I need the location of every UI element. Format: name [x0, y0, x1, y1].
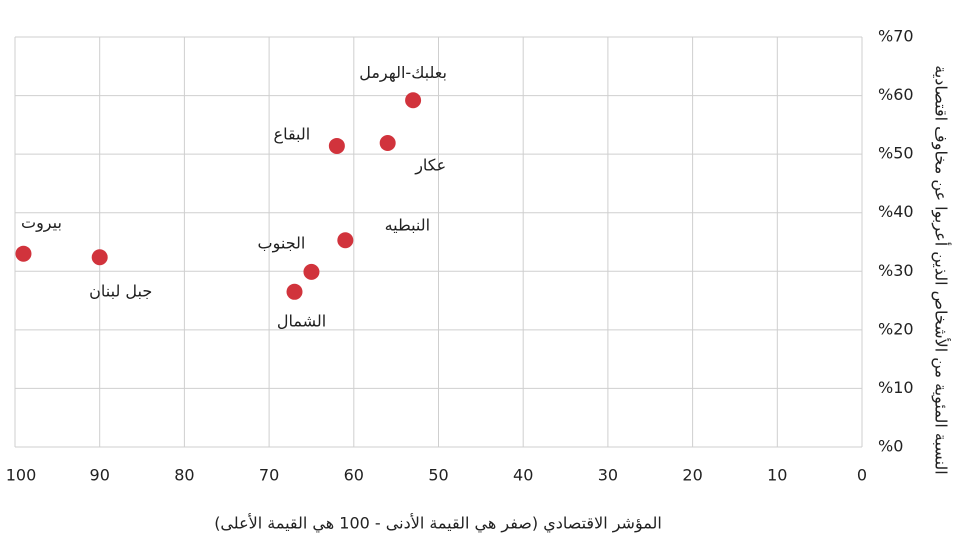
y-tick-label: %0 — [878, 437, 903, 456]
point-label: بيروت — [21, 213, 62, 233]
point — [286, 283, 303, 300]
x-axis-title: المؤشر الاقتصادي (صفر هي القيمة الأدنى -… — [214, 513, 662, 534]
x-tick-label: 20 — [682, 466, 702, 485]
point-label: عكار — [414, 156, 446, 176]
y-tick-label: %10 — [878, 378, 914, 397]
y-tick-label: %40 — [878, 202, 914, 221]
y-tick-label: %50 — [878, 144, 914, 163]
x-tick-label: 70 — [259, 466, 279, 485]
point-label: الشمال — [277, 311, 326, 330]
point — [337, 232, 354, 249]
y-tick-label: %20 — [878, 319, 914, 338]
x-tick-label: 10 — [767, 466, 787, 485]
x-tick-label: 40 — [513, 466, 533, 485]
x-tick-label: 0 — [857, 466, 867, 485]
x-tick-label: 80 — [174, 466, 194, 485]
x-tick-label: 60 — [344, 466, 364, 485]
point-label: جبل لبنان — [89, 282, 152, 301]
y-axis-title: النسبة المئوية من الأشخاص الذين أعربوا ع… — [931, 65, 952, 474]
point-label: النبطيه — [385, 216, 431, 235]
x-tick-label: 90 — [90, 466, 110, 485]
point-label: الجنوب — [258, 233, 306, 253]
point — [405, 92, 422, 109]
point-label: البقاع — [274, 124, 311, 144]
point — [303, 263, 320, 280]
point-label: بعلبك-الهرمل — [359, 63, 447, 83]
point — [91, 249, 108, 266]
x-tick-label: 30 — [598, 466, 618, 485]
point — [379, 135, 396, 152]
x-tick-label: 50 — [428, 466, 448, 485]
point — [15, 245, 32, 262]
y-tick-label: %70 — [878, 27, 914, 46]
x-tick-label: 100 — [6, 466, 37, 485]
point — [328, 137, 345, 154]
y-tick-label: %60 — [878, 85, 914, 104]
y-tick-label: %30 — [878, 261, 914, 280]
